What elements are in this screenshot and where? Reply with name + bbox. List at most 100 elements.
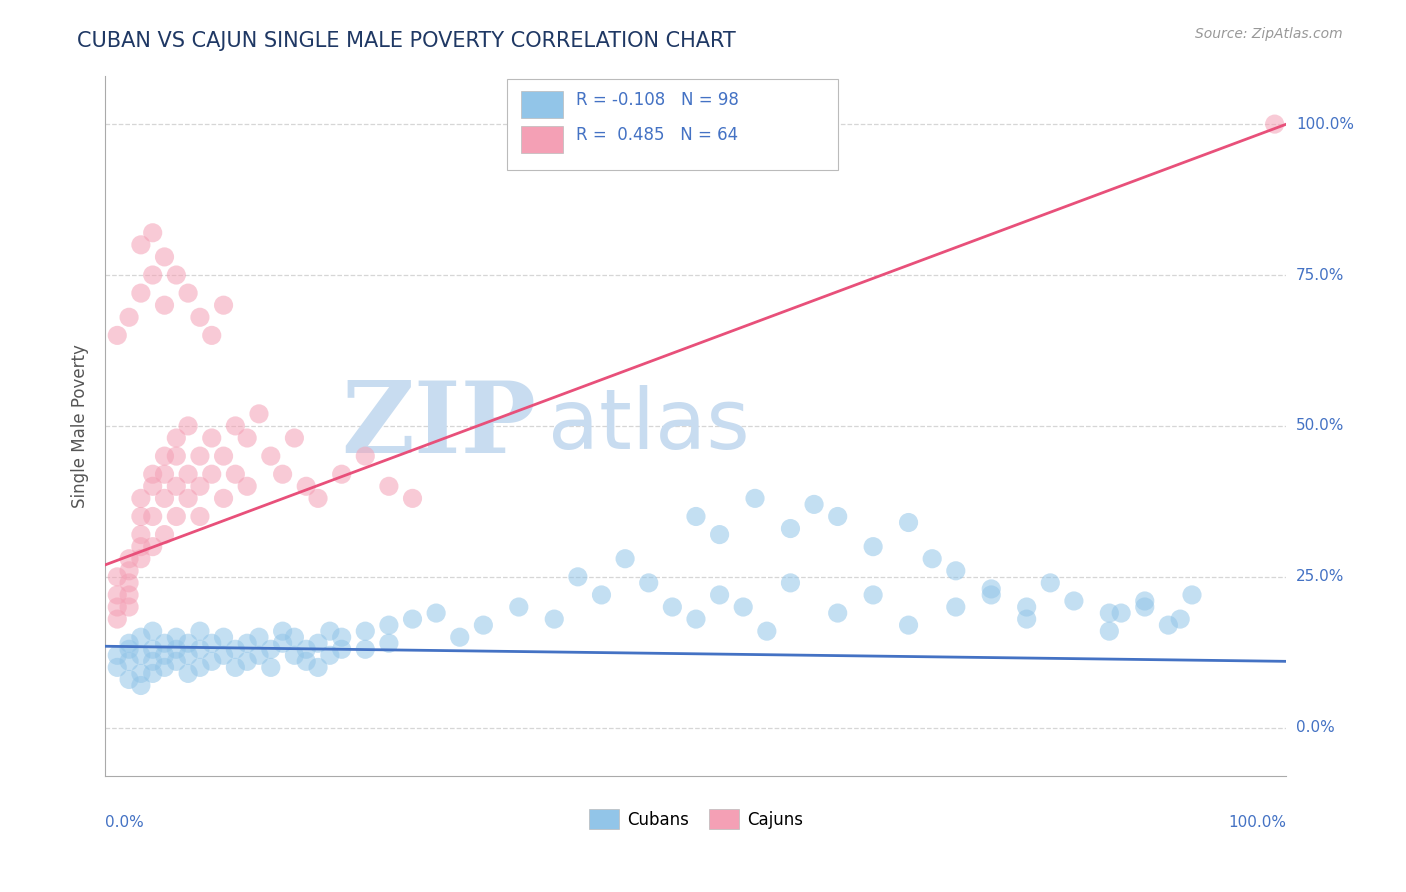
Point (142, 666, 165, 681)
Point (153, 660, 176, 674)
Text: 100.0%: 100.0% (1296, 117, 1354, 132)
Point (897, 516, 920, 530)
Point (118, 564, 141, 578)
Point (1098, 624, 1121, 639)
Point (129, 666, 152, 681)
FancyBboxPatch shape (522, 91, 562, 118)
Point (401, 612, 423, 626)
Point (307, 491, 329, 506)
Text: Source: ZipAtlas.com: Source: ZipAtlas.com (1195, 27, 1343, 41)
Point (142, 479, 165, 493)
Point (212, 648, 235, 663)
Text: 0.0%: 0.0% (1296, 720, 1334, 735)
Point (105, 328, 128, 343)
Point (105, 588, 128, 602)
Y-axis label: Single Male Poverty: Single Male Poverty (72, 344, 90, 508)
Point (260, 642, 283, 657)
Point (105, 612, 128, 626)
Point (105, 648, 128, 663)
Point (260, 449, 283, 463)
Point (378, 636, 401, 650)
Point (153, 491, 176, 506)
Point (283, 630, 305, 644)
Point (118, 673, 141, 687)
Text: CUBAN VS CAJUN SINGLE MALE POVERTY CORRELATION CHART: CUBAN VS CAJUN SINGLE MALE POVERTY CORRE… (77, 31, 737, 51)
Point (260, 660, 283, 674)
Point (224, 418, 246, 433)
Point (165, 509, 187, 524)
Text: ZIP: ZIP (342, 377, 537, 475)
Point (803, 497, 825, 511)
Point (330, 642, 353, 657)
Point (129, 527, 152, 541)
Point (307, 660, 329, 674)
Point (212, 491, 235, 506)
Point (201, 431, 224, 445)
Point (779, 522, 801, 536)
Point (201, 636, 224, 650)
Point (105, 600, 128, 615)
Point (319, 648, 342, 663)
Point (1039, 575, 1062, 590)
Point (188, 642, 211, 657)
Point (755, 624, 778, 639)
Point (153, 449, 176, 463)
Point (142, 654, 165, 668)
Point (247, 630, 270, 644)
Point (1181, 588, 1204, 602)
Point (153, 250, 176, 264)
Point (212, 449, 235, 463)
Point (685, 509, 707, 524)
Point (591, 588, 613, 602)
Point (614, 551, 637, 566)
Point (1098, 606, 1121, 620)
Point (129, 630, 152, 644)
Point (247, 407, 270, 421)
Point (177, 286, 200, 301)
Point (862, 540, 884, 554)
Point (236, 431, 259, 445)
Text: 25.0%: 25.0% (1296, 569, 1344, 584)
Point (472, 618, 495, 632)
Point (425, 606, 447, 620)
Point (354, 624, 377, 639)
Point (188, 624, 211, 639)
Point (129, 509, 152, 524)
Point (118, 654, 141, 668)
Point (1063, 594, 1085, 608)
Point (165, 630, 187, 644)
Point (118, 636, 141, 650)
Point (295, 479, 318, 493)
Point (401, 491, 423, 506)
Point (165, 431, 187, 445)
Point (1133, 600, 1156, 615)
Point (685, 612, 707, 626)
Point (129, 237, 152, 252)
Point (153, 467, 176, 482)
Point (142, 509, 165, 524)
Point (283, 431, 305, 445)
Point (153, 298, 176, 312)
Point (1264, 117, 1286, 131)
Point (165, 642, 187, 657)
Point (142, 268, 165, 282)
Point (779, 575, 801, 590)
Point (733, 600, 755, 615)
Point (709, 588, 731, 602)
Point (177, 418, 200, 433)
Text: 100.0%: 100.0% (1229, 815, 1286, 830)
Text: R = -0.108   N = 98: R = -0.108 N = 98 (575, 91, 738, 110)
Point (129, 540, 152, 554)
Point (129, 551, 152, 566)
Point (201, 654, 224, 668)
Text: 0.0%: 0.0% (105, 815, 145, 830)
Point (118, 600, 141, 615)
Point (142, 467, 165, 482)
Point (980, 582, 1002, 596)
Point (236, 636, 259, 650)
Point (1015, 600, 1038, 615)
Point (567, 570, 589, 584)
Point (295, 642, 318, 657)
Point (378, 618, 401, 632)
Point (188, 660, 211, 674)
